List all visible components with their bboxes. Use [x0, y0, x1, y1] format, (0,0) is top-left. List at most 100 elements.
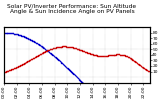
Point — [43, 51, 46, 53]
Point — [92, 54, 94, 55]
Point — [4, 71, 7, 72]
Point — [52, 54, 54, 56]
Point — [95, 94, 97, 96]
Point — [21, 64, 23, 65]
Point — [69, 70, 72, 72]
Point — [131, 59, 134, 60]
Point — [64, 65, 67, 67]
Point — [46, 50, 49, 51]
Point — [145, 69, 147, 70]
Point — [96, 95, 98, 97]
Point — [9, 69, 12, 71]
Point — [21, 35, 24, 37]
Point — [41, 46, 44, 48]
Point — [5, 32, 8, 33]
Point — [27, 60, 30, 62]
Point — [46, 50, 48, 51]
Point — [50, 53, 53, 55]
Point — [11, 32, 14, 34]
Point — [61, 46, 64, 47]
Point — [6, 32, 8, 33]
Point — [115, 54, 117, 55]
Point — [30, 39, 32, 41]
Point — [37, 54, 39, 56]
Point — [3, 71, 6, 73]
Point — [78, 79, 81, 80]
Point — [129, 57, 132, 59]
Point — [35, 55, 38, 57]
Point — [118, 54, 120, 55]
Point — [6, 32, 9, 34]
Point — [67, 68, 70, 70]
Point — [99, 98, 102, 100]
Point — [38, 44, 40, 46]
Point — [24, 36, 26, 38]
Point — [48, 49, 51, 50]
Point — [29, 59, 32, 61]
Point — [84, 51, 87, 53]
Point — [28, 38, 31, 40]
Point — [80, 81, 83, 82]
Point — [59, 61, 62, 62]
Point — [90, 90, 92, 92]
Point — [96, 55, 98, 56]
Point — [93, 54, 95, 56]
Point — [104, 55, 107, 57]
Point — [90, 90, 93, 92]
Point — [57, 46, 60, 48]
Point — [68, 46, 70, 47]
Point — [108, 55, 110, 56]
Point — [86, 87, 89, 88]
Point — [83, 50, 85, 52]
Point — [4, 32, 7, 33]
Point — [40, 53, 43, 54]
Point — [5, 71, 7, 72]
Point — [55, 57, 58, 59]
Point — [12, 33, 15, 34]
Point — [52, 55, 55, 56]
Point — [146, 70, 149, 71]
Point — [107, 55, 110, 56]
Point — [8, 32, 10, 34]
Point — [134, 60, 136, 62]
Point — [137, 63, 140, 65]
Point — [24, 62, 26, 64]
Point — [97, 55, 99, 56]
Point — [5, 32, 7, 33]
Point — [127, 56, 129, 58]
Point — [101, 55, 103, 57]
Point — [79, 80, 82, 81]
Point — [98, 97, 100, 98]
Point — [60, 62, 63, 63]
Point — [14, 33, 17, 35]
Point — [83, 51, 86, 52]
Point — [92, 92, 95, 94]
Point — [97, 96, 99, 98]
Point — [52, 48, 54, 49]
Point — [72, 47, 75, 48]
Point — [98, 55, 101, 57]
Point — [72, 73, 75, 75]
Point — [36, 43, 39, 44]
Point — [13, 67, 16, 69]
Point — [49, 48, 52, 50]
Point — [50, 53, 52, 55]
Point — [102, 55, 105, 57]
Point — [93, 92, 95, 94]
Point — [68, 70, 71, 71]
Point — [34, 42, 37, 43]
Point — [36, 55, 39, 56]
Point — [42, 47, 44, 48]
Point — [81, 81, 83, 83]
Point — [105, 55, 108, 56]
Point — [114, 54, 116, 55]
Point — [117, 54, 120, 55]
Point — [32, 57, 35, 59]
Point — [147, 70, 150, 72]
Point — [7, 32, 10, 34]
Point — [94, 54, 96, 56]
Point — [8, 69, 11, 71]
Point — [110, 54, 113, 56]
Point — [59, 46, 61, 47]
Point — [11, 68, 13, 70]
